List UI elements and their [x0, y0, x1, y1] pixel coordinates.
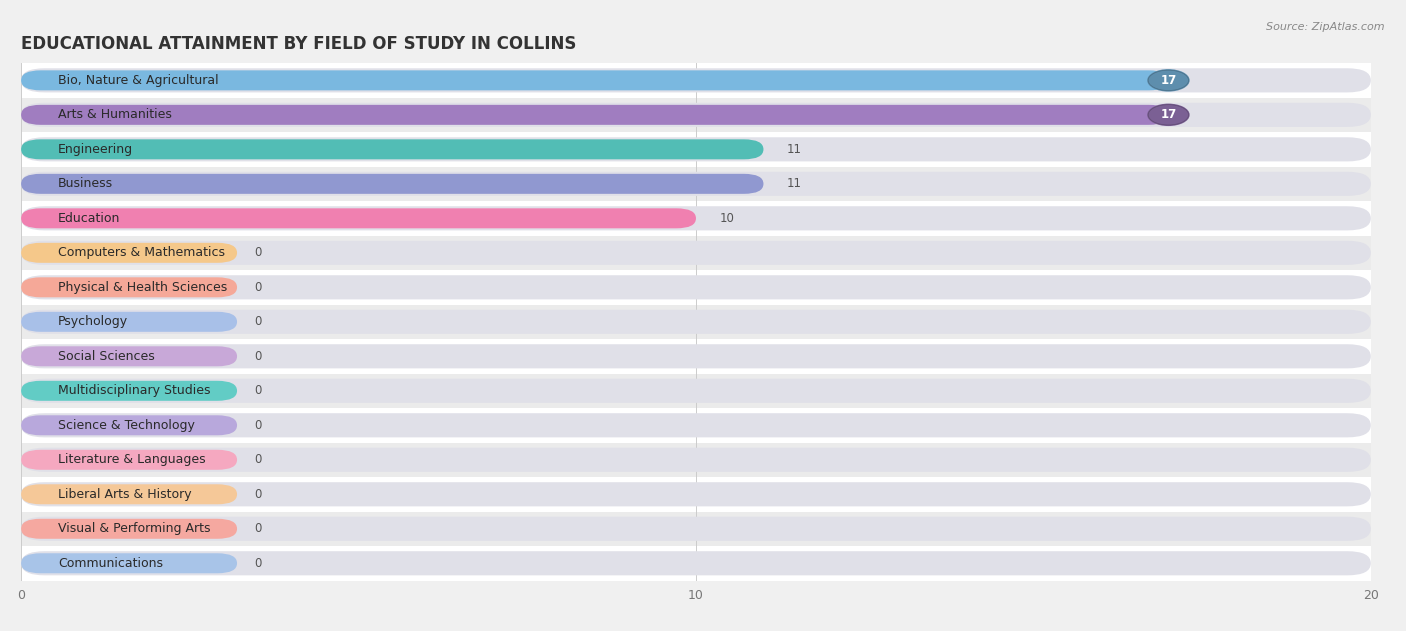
FancyBboxPatch shape [21, 345, 1371, 369]
Bar [0, 63, 1406, 98]
FancyBboxPatch shape [21, 275, 1371, 299]
Text: Business: Business [58, 177, 114, 191]
Bar [0, 477, 1406, 512]
Bar [0, 374, 1406, 408]
FancyBboxPatch shape [21, 243, 238, 263]
FancyBboxPatch shape [21, 103, 1371, 127]
FancyBboxPatch shape [21, 519, 238, 539]
Text: Engineering: Engineering [58, 143, 134, 156]
Text: 10: 10 [720, 212, 734, 225]
FancyBboxPatch shape [21, 174, 763, 194]
Bar [0, 98, 1406, 132]
Text: 11: 11 [787, 177, 801, 191]
Text: 0: 0 [254, 488, 262, 501]
Bar [0, 132, 1406, 167]
Text: EDUCATIONAL ATTAINMENT BY FIELD OF STUDY IN COLLINS: EDUCATIONAL ATTAINMENT BY FIELD OF STUDY… [21, 35, 576, 53]
Bar [0, 546, 1406, 581]
Text: Liberal Arts & History: Liberal Arts & History [58, 488, 191, 501]
FancyBboxPatch shape [21, 517, 1371, 541]
Text: 0: 0 [254, 350, 262, 363]
FancyBboxPatch shape [21, 379, 1371, 403]
FancyBboxPatch shape [21, 68, 1371, 92]
Text: Education: Education [58, 212, 121, 225]
Circle shape [1147, 104, 1189, 126]
Bar [0, 512, 1406, 546]
FancyBboxPatch shape [21, 482, 1371, 506]
Bar [0, 270, 1406, 305]
FancyBboxPatch shape [21, 346, 238, 367]
FancyBboxPatch shape [21, 206, 1371, 230]
Text: 0: 0 [254, 453, 262, 466]
FancyBboxPatch shape [21, 415, 238, 435]
Circle shape [1147, 104, 1189, 126]
FancyBboxPatch shape [21, 380, 238, 401]
Text: Communications: Communications [58, 557, 163, 570]
FancyBboxPatch shape [21, 484, 238, 504]
Text: 0: 0 [254, 522, 262, 535]
Text: Arts & Humanities: Arts & Humanities [58, 109, 172, 121]
Bar [0, 305, 1406, 339]
Text: Visual & Performing Arts: Visual & Performing Arts [58, 522, 211, 535]
FancyBboxPatch shape [21, 241, 1371, 265]
Text: Source: ZipAtlas.com: Source: ZipAtlas.com [1267, 22, 1385, 32]
Text: Multidisciplinary Studies: Multidisciplinary Studies [58, 384, 211, 398]
FancyBboxPatch shape [21, 138, 1371, 162]
FancyBboxPatch shape [21, 208, 696, 228]
Text: 17: 17 [1160, 74, 1177, 87]
Text: Computers & Mathematics: Computers & Mathematics [58, 246, 225, 259]
Text: 0: 0 [254, 384, 262, 398]
Text: 17: 17 [1160, 109, 1177, 121]
Bar [0, 201, 1406, 235]
FancyBboxPatch shape [21, 413, 1371, 437]
FancyBboxPatch shape [21, 105, 1168, 125]
FancyBboxPatch shape [21, 310, 1371, 334]
Bar [0, 339, 1406, 374]
Text: Psychology: Psychology [58, 316, 128, 328]
FancyBboxPatch shape [21, 553, 238, 574]
Text: 11: 11 [787, 143, 801, 156]
FancyBboxPatch shape [21, 312, 238, 332]
Circle shape [1147, 70, 1189, 91]
Text: Physical & Health Sciences: Physical & Health Sciences [58, 281, 228, 294]
FancyBboxPatch shape [21, 450, 238, 470]
Circle shape [1147, 70, 1189, 91]
Text: Social Sciences: Social Sciences [58, 350, 155, 363]
FancyBboxPatch shape [21, 551, 1371, 575]
FancyBboxPatch shape [21, 448, 1371, 472]
Bar [0, 235, 1406, 270]
FancyBboxPatch shape [21, 70, 1168, 90]
Text: 0: 0 [254, 557, 262, 570]
Text: 0: 0 [254, 246, 262, 259]
FancyBboxPatch shape [21, 139, 763, 160]
Text: Science & Technology: Science & Technology [58, 419, 195, 432]
FancyBboxPatch shape [21, 172, 1371, 196]
FancyBboxPatch shape [21, 277, 238, 297]
Bar [0, 408, 1406, 442]
Text: 0: 0 [254, 281, 262, 294]
Bar [0, 442, 1406, 477]
Text: Bio, Nature & Agricultural: Bio, Nature & Agricultural [58, 74, 219, 87]
Text: 0: 0 [254, 419, 262, 432]
Text: Literature & Languages: Literature & Languages [58, 453, 205, 466]
Bar [0, 167, 1406, 201]
Text: 0: 0 [254, 316, 262, 328]
